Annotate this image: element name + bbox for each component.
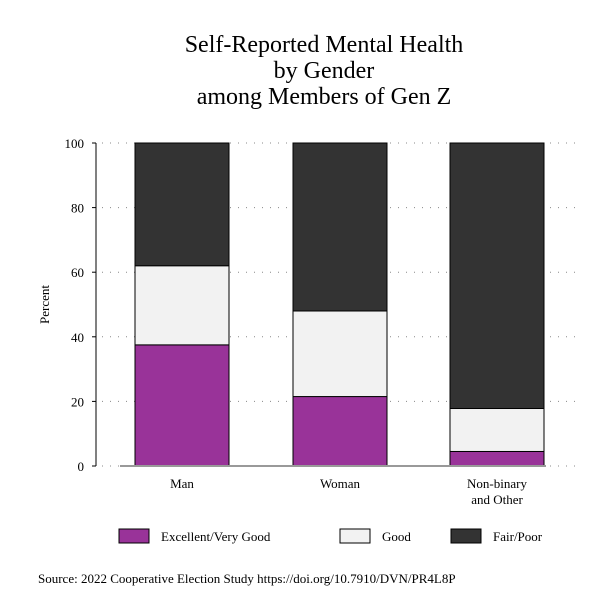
bar-segment-fair-poor (134, 142, 230, 267)
y-tick-label: 100 (65, 136, 85, 151)
y-tick-label: 80 (71, 201, 84, 216)
bar-segment-fair-poor (292, 142, 388, 312)
legend-label: Excellent/Very Good (161, 529, 271, 544)
bar-segment-excellent-very-good (449, 450, 545, 467)
bar-segment-good (449, 408, 545, 452)
legend-swatch (450, 528, 482, 544)
chart-title-line: among Members of Gen Z (197, 84, 452, 110)
x-tick-label: Woman (320, 476, 361, 491)
legend-label: Good (382, 529, 411, 544)
y-tick-label: 0 (78, 459, 85, 474)
x-tick-label: Non-binary (467, 476, 527, 491)
chart-title-line: by Gender (274, 58, 375, 84)
chart-title-line: Self-Reported Mental Health (185, 32, 464, 58)
bar-segment-excellent-very-good (134, 344, 230, 467)
y-tick-label: 20 (71, 394, 84, 409)
x-tick-label: and Other (471, 492, 523, 507)
y-tick-label: 40 (71, 330, 84, 345)
source-note: Source: 2022 Cooperative Election Study … (38, 571, 456, 586)
legend-swatch (339, 528, 371, 544)
bar-segment-excellent-very-good (292, 396, 388, 467)
legend-label: Fair/Poor (493, 529, 543, 544)
x-tick-label: Man (170, 476, 194, 491)
bar-segment-fair-poor (449, 142, 545, 410)
bar-segment-good (134, 265, 230, 346)
bar-segment-good (292, 310, 388, 398)
y-tick-label: 60 (71, 265, 84, 280)
legend-swatch (118, 528, 150, 544)
y-axis-label: Percent (37, 285, 52, 324)
